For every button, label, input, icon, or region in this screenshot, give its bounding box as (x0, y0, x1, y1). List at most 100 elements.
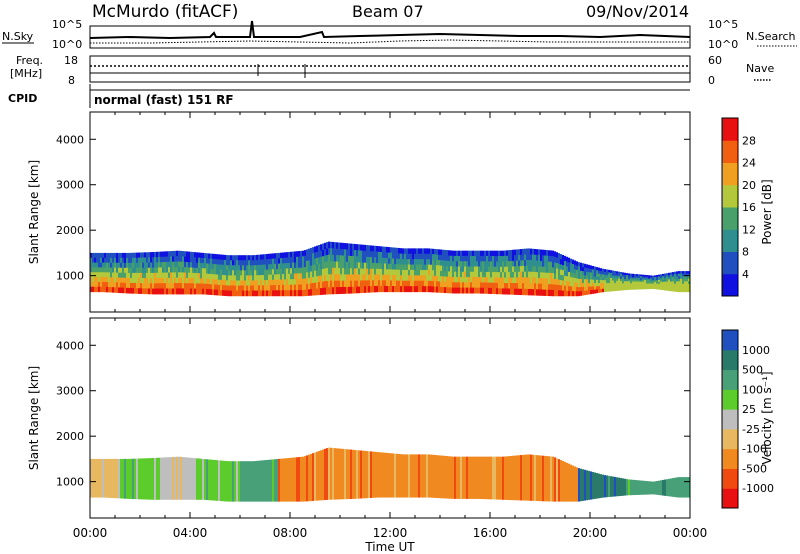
power-cell (296, 278, 298, 286)
power-cell (116, 267, 118, 274)
power-cell (188, 272, 190, 279)
power-cell (454, 250, 456, 257)
power-colorbar-swatch (722, 162, 738, 186)
power-cell (98, 252, 100, 259)
power-cell (608, 288, 610, 292)
power-cell (654, 275, 656, 278)
power-cell (148, 257, 150, 264)
power-cell (128, 282, 130, 289)
power-cell (306, 272, 308, 279)
power-cell (318, 251, 320, 258)
power-cell (334, 267, 336, 275)
power-cell (158, 267, 160, 274)
power-cell (512, 266, 514, 273)
power-cell (158, 256, 160, 263)
power-cell (340, 255, 342, 263)
power-cell (578, 291, 580, 297)
velocity-cell (312, 453, 314, 501)
power-cell (90, 262, 92, 268)
power-cell (478, 255, 480, 262)
velocity-cell (686, 477, 688, 498)
power-cell (466, 250, 468, 257)
power-cell (282, 279, 284, 286)
power-cell (610, 270, 612, 274)
power-cell (602, 268, 604, 273)
power-cell (298, 273, 300, 280)
power-cell (682, 283, 684, 288)
power-cell (338, 267, 340, 275)
power-cell (96, 252, 98, 259)
power-cell (202, 273, 204, 280)
power-cell (412, 286, 414, 293)
power-cell (532, 266, 534, 273)
power-cell (332, 254, 334, 262)
power-cell (150, 283, 152, 290)
power-cell (464, 277, 466, 283)
power-cell (140, 278, 142, 284)
power-cell (428, 259, 430, 266)
power-cell (434, 286, 436, 293)
power-cell (200, 252, 202, 259)
power-cell (120, 257, 122, 264)
power-cell (644, 283, 646, 286)
power-cell (384, 246, 386, 253)
power-cell (374, 251, 376, 258)
power-cell (366, 274, 368, 281)
velocity-cell (170, 457, 172, 500)
velocity-cell (144, 458, 146, 500)
power-cell (616, 287, 618, 291)
power-cell (498, 272, 500, 279)
power-cell (354, 262, 356, 269)
power-cell (506, 255, 508, 262)
power-cell (580, 278, 582, 284)
power-cell (390, 263, 392, 270)
power-cell (648, 276, 650, 280)
power-cell (520, 249, 522, 256)
power-cell (320, 250, 322, 258)
power-cell (494, 261, 496, 268)
nsky-tick-top: 10^5 (52, 18, 82, 31)
power-cell (198, 252, 200, 259)
power-cell (682, 281, 684, 285)
power-cell (102, 277, 104, 283)
velocity-cell (682, 477, 684, 498)
power-cell (352, 280, 354, 288)
power-cell (150, 267, 152, 274)
power-cell (358, 274, 360, 282)
power-cell (308, 277, 310, 285)
power-cell (674, 288, 676, 292)
power-cell (660, 276, 662, 279)
power-cell (668, 281, 670, 285)
power-cell (350, 280, 352, 288)
power-cell (576, 282, 578, 288)
power-cell (382, 274, 384, 281)
power-cell (296, 284, 298, 291)
power-cell (214, 284, 216, 291)
power-cell (452, 255, 454, 262)
power-cell (264, 259, 266, 266)
power-cell (220, 274, 222, 281)
power-cell (148, 262, 150, 269)
power-cell (636, 285, 638, 288)
power-cell (612, 285, 614, 289)
power-cell (588, 264, 590, 270)
power-cell (142, 283, 144, 289)
velocity-cell (404, 454, 406, 498)
power-cell (344, 249, 346, 257)
power-cell (96, 277, 98, 283)
power-cell (524, 271, 526, 278)
velocity-cell (626, 479, 628, 496)
power-cell (208, 289, 210, 295)
power-cell (328, 280, 330, 288)
power-cell (188, 267, 190, 274)
power-cell (212, 284, 214, 291)
power-cell (230, 270, 232, 277)
power-cell (192, 262, 194, 269)
power-cell (128, 272, 130, 279)
power-cell (96, 281, 98, 288)
power-cell (412, 280, 414, 287)
power-cell (280, 252, 282, 259)
power-cell (490, 288, 492, 294)
power-cell (268, 253, 270, 260)
power-cell (558, 269, 560, 275)
